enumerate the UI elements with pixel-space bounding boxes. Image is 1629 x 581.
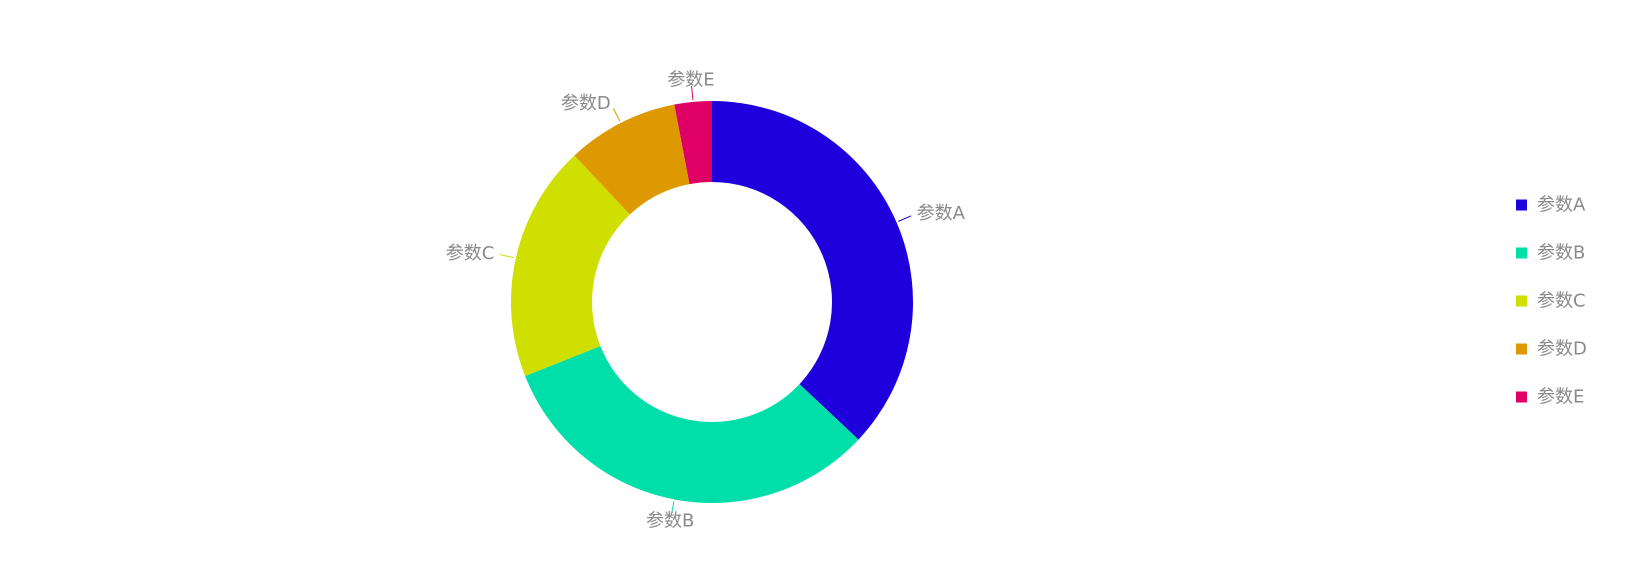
- legend-item-3[interactable]: 参数D: [1516, 339, 1587, 360]
- slice-0[interactable]: [712, 101, 913, 440]
- slice-4[interactable]: [674, 101, 712, 185]
- slice-1[interactable]: [525, 346, 859, 503]
- legend-item-1[interactable]: 参数B: [1516, 243, 1585, 264]
- leader-line-2: [500, 254, 514, 259]
- slice-label-3: 参数D: [561, 93, 611, 114]
- legend-label-0: 参数A: [1537, 195, 1586, 216]
- slice-labels: 参数A 参数B 参数C 参数D 参数E: [446, 69, 966, 531]
- legend-label-1: 参数B: [1537, 243, 1585, 264]
- donut-slices: [511, 101, 913, 503]
- chart-legend: 参数A 参数B 参数C 参数D 参数E: [1516, 195, 1587, 408]
- legend-item-0[interactable]: 参数A: [1516, 195, 1586, 216]
- slice-3[interactable]: [574, 104, 690, 215]
- leader-line-3: [613, 108, 621, 122]
- slice-2[interactable]: [511, 155, 630, 376]
- leader-line-1: [670, 501, 675, 516]
- legend-item-4[interactable]: 参数E: [1516, 387, 1584, 408]
- legend-label-3: 参数D: [1537, 339, 1587, 360]
- leader-line-0: [898, 215, 912, 222]
- legend-label-4: 参数E: [1537, 387, 1584, 408]
- legend-swatch-2: [1516, 295, 1527, 307]
- slice-label-0: 参数A: [917, 203, 966, 224]
- slice-label-2: 参数C: [446, 243, 495, 264]
- legend-label-2: 参数C: [1537, 291, 1586, 312]
- leader-line-4: [691, 85, 694, 100]
- legend-swatch-3: [1516, 343, 1527, 355]
- legend-swatch-4: [1516, 391, 1527, 403]
- legend-swatch-1: [1516, 247, 1527, 259]
- legend-item-2[interactable]: 参数C: [1516, 291, 1586, 312]
- slice-label-4: 参数E: [667, 69, 714, 90]
- slice-label-1: 参数B: [646, 511, 694, 532]
- legend-swatch-0: [1516, 199, 1527, 211]
